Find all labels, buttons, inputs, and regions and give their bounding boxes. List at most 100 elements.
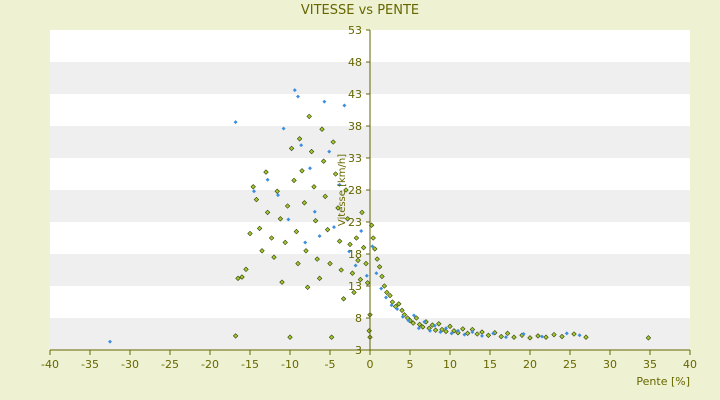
data-point: [330, 139, 336, 145]
data-point: [479, 329, 485, 335]
data-point: [322, 193, 328, 200]
data-point: [379, 286, 384, 291]
data-point: [347, 241, 353, 248]
data-point: [319, 126, 325, 132]
data-point: [328, 334, 335, 340]
data-point: [410, 320, 416, 326]
data-point: [359, 228, 364, 233]
data-point: [317, 234, 322, 239]
data-point: [351, 289, 357, 296]
y-tick-label: 23: [348, 216, 362, 229]
data-point: [235, 275, 241, 282]
data-point: [293, 228, 300, 235]
y-tick-label: 3: [355, 344, 362, 357]
data-point: [343, 187, 349, 193]
data-point: [384, 289, 390, 296]
data-point: [308, 148, 315, 155]
data-point: [314, 256, 320, 262]
data-point: [243, 266, 249, 273]
x-tick-label: 20: [523, 358, 537, 371]
data-point: [320, 158, 327, 164]
data-point: [347, 249, 352, 254]
data-point: [399, 307, 405, 314]
data-point: [353, 235, 360, 241]
data-point: [271, 254, 277, 260]
data-point: [374, 256, 380, 262]
data-point: [387, 292, 393, 299]
x-tick-label: -10: [281, 358, 299, 371]
data-point: [299, 143, 304, 148]
x-tick-label: -20: [201, 358, 219, 371]
data-point: [443, 328, 449, 335]
y-tick-label: 13: [348, 280, 362, 293]
x-tick-label: 10: [443, 358, 457, 371]
data-point: [268, 235, 275, 241]
data-point: [379, 273, 385, 280]
data-point: [474, 331, 480, 337]
data-point: [327, 260, 333, 267]
data-point: [287, 334, 293, 340]
data-point: [299, 168, 305, 174]
x-tick-label: -25: [161, 358, 179, 371]
x-tick-label: 30: [603, 358, 617, 371]
x-tick-label: 15: [483, 358, 497, 371]
data-point: [364, 273, 369, 278]
data-point: [381, 283, 388, 289]
data-point: [462, 332, 467, 337]
data-point: [327, 149, 332, 154]
data-point: [571, 331, 577, 337]
y-axis-label: Vitesse [km/h]: [337, 154, 348, 226]
data-point: [232, 333, 239, 339]
x-tick-labels: -40 -35 -30 -25 -20 -15 -10 -5 0 5 10 15 20 25 30 35 40: [41, 358, 697, 371]
data-point: [337, 182, 342, 187]
data-point: [413, 315, 420, 321]
x-tick-label: -35: [81, 358, 99, 371]
data-point: [480, 333, 484, 338]
data-point: [322, 99, 327, 104]
data-point: [376, 264, 383, 270]
data-point: [370, 244, 375, 249]
x-tick-label: 40: [683, 358, 697, 371]
data-point: [436, 321, 442, 327]
data-point: [256, 225, 263, 232]
x-tick-label: -15: [241, 358, 259, 371]
chart-title: VITESSE vs PENTE: [301, 3, 419, 18]
data-point: [420, 324, 426, 330]
data-point: [304, 284, 311, 290]
data-points: [108, 88, 652, 344]
data-point: [645, 335, 652, 341]
y-tick-label: 18: [348, 248, 362, 261]
x-tick-label: -30: [121, 358, 139, 371]
data-point: [336, 238, 343, 244]
y-tick-label: 28: [348, 184, 362, 197]
data-point: [527, 335, 533, 341]
data-point: [583, 334, 589, 340]
data-point: [296, 136, 303, 142]
data-point: [277, 216, 284, 222]
data-point: [295, 260, 301, 267]
data-point: [464, 330, 471, 337]
data-point: [303, 248, 309, 254]
data-point: [284, 203, 291, 209]
data-point: [374, 271, 379, 276]
data-point: [396, 301, 402, 307]
data-point: [324, 226, 331, 233]
x-axis-label: Pente [%]: [636, 375, 690, 388]
data-point: [389, 303, 394, 308]
data-point: [301, 200, 308, 206]
y-tick-label: 43: [348, 88, 362, 101]
data-point: [360, 244, 367, 251]
data-point: [233, 120, 238, 125]
data-point: [363, 260, 369, 267]
data-point: [491, 331, 496, 336]
y-tick-label: 48: [348, 56, 362, 69]
data-point: [288, 145, 295, 152]
x-tick-label: 0: [367, 358, 374, 371]
data-point: [370, 235, 376, 241]
data-point: [355, 257, 361, 264]
data-point: [312, 218, 319, 224]
data-point: [498, 333, 504, 340]
data-point: [263, 169, 269, 175]
axes: [49, 29, 691, 355]
